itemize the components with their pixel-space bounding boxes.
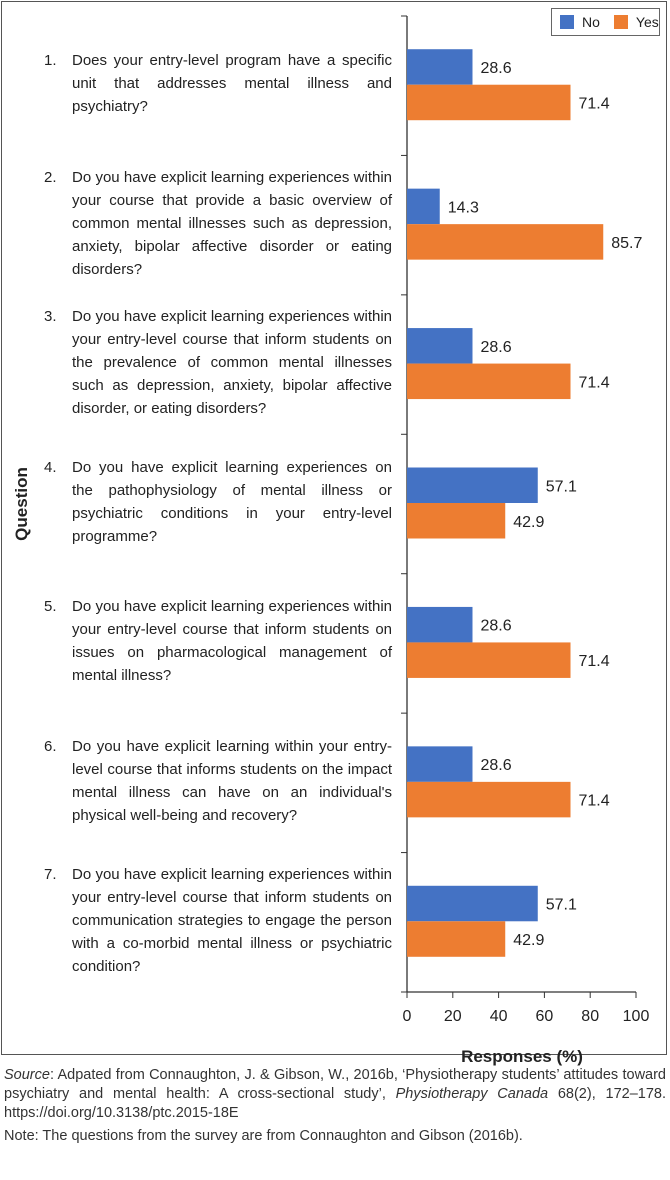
data-label: 14.3: [448, 199, 479, 216]
bar-yes: [407, 84, 571, 121]
source-citation: Source: Adpated from Connaughton, J. & G…: [4, 1066, 666, 1123]
data-label: 28.6: [480, 339, 511, 356]
question-label: 3. Do you have explicit learning experien…: [44, 305, 392, 420]
bar-yes: [407, 642, 571, 678]
question-number: 5.: [44, 598, 57, 616]
question-text: Do you have explicit learning experience…: [72, 168, 392, 278]
x-tick-label: 20: [444, 1008, 462, 1025]
question-label: 5. Do you have explicit learning experien…: [44, 595, 392, 687]
data-label: 28.6: [480, 618, 511, 635]
legend-label-yes: Yes: [635, 14, 659, 30]
source-text: : Adpated from Connaughton, J. & Gibson,…: [4, 1067, 666, 1102]
data-label: 85.7: [611, 235, 642, 252]
legend-label-no: No: [582, 14, 600, 30]
legend-swatch-no: [560, 15, 574, 29]
question-label: 7. Do you have explicit learning experien…: [44, 863, 392, 978]
question-number: 2.: [44, 168, 57, 186]
x-tick-label: 60: [536, 1008, 554, 1025]
data-label: 71.4: [579, 95, 610, 112]
data-label: 57.1: [546, 897, 577, 914]
bar-no: [407, 49, 473, 85]
question-label: 2. Do you have explicit learning experien…: [44, 166, 392, 281]
y-axis-title: Question: [12, 467, 31, 541]
question-label: 4. Do you have explicit learning experien…: [44, 456, 392, 548]
data-label: 28.6: [480, 757, 511, 774]
data-label: 71.4: [579, 793, 610, 810]
data-label: 71.4: [579, 653, 610, 670]
legend-swatch-yes: [613, 15, 628, 29]
question-label: 1. Does your entry-level program have a s…: [44, 49, 392, 118]
bar-no: [407, 188, 440, 225]
bar-chart: 0 20 40 60 80 100 Responses (%) Question 28.6 71.…: [12, 15, 650, 1066]
question-text: Do you have explicit learning experience…: [72, 598, 392, 685]
bar-yes: [407, 781, 571, 818]
x-tick-label: 0: [403, 1008, 412, 1025]
source-journal: Physiotherapy Canada: [395, 1086, 549, 1102]
data-label: 42.9: [513, 514, 544, 531]
x-tick-label: 40: [490, 1008, 508, 1025]
question-number: 1.: [44, 52, 57, 70]
question-number: 7.: [44, 865, 57, 883]
data-label: 28.6: [480, 60, 511, 77]
bar-yes: [407, 224, 604, 260]
question-label: 6. Do you have explicit learning within y…: [44, 735, 392, 827]
legend: No Yes: [551, 8, 660, 36]
data-label: 57.1: [546, 478, 577, 495]
bar-no: [407, 885, 538, 922]
bar-no: [407, 467, 538, 503]
data-label: 42.9: [513, 932, 544, 949]
bar-yes: [407, 921, 506, 957]
question-text: Do you have explicit learning experience…: [72, 459, 392, 545]
source-label: Source: [4, 1067, 50, 1083]
question-text: Do you have explicit learning within you…: [72, 737, 392, 824]
question-number: 4.: [44, 459, 57, 476]
data-label: 71.4: [579, 374, 610, 391]
x-axis-title: Responses (%): [461, 1047, 583, 1066]
bar-yes: [407, 363, 571, 400]
question-text: Does your entry-level program have a spe…: [72, 52, 392, 116]
bar-no: [407, 606, 473, 643]
question-number: 6.: [44, 737, 57, 755]
x-tick-label: 80: [581, 1008, 599, 1025]
question-text: Do you have explicit learning experience…: [72, 865, 392, 975]
bar-no: [407, 746, 473, 782]
bar-yes: [407, 503, 506, 539]
bar-no: [407, 328, 473, 364]
note: Note: The questions from the survey are …: [4, 1128, 523, 1144]
question-text: Do you have explicit learning experience…: [72, 308, 392, 418]
source-rest: 68(2), 172–178. https://doi.org/10.3138/…: [4, 1086, 666, 1121]
chart-frame: [1, 1, 667, 1055]
x-tick-label: 100: [623, 1008, 650, 1025]
question-number: 3.: [44, 308, 57, 326]
